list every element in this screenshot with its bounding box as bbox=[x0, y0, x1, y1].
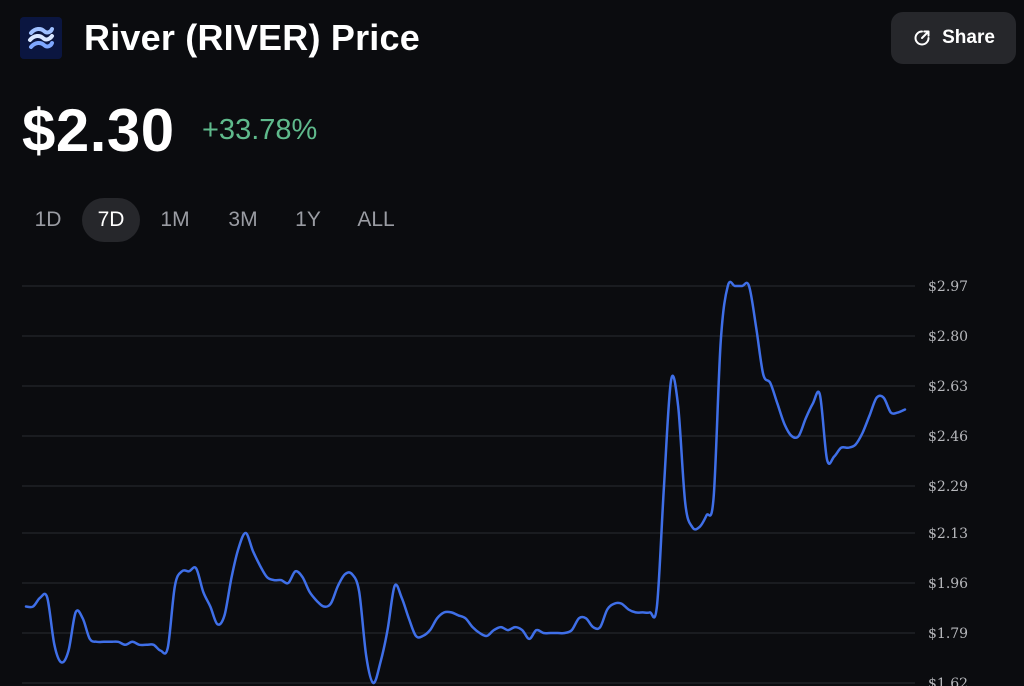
river-logo-icon bbox=[20, 17, 62, 59]
current-price: $2.30 bbox=[22, 97, 175, 164]
tab-7d[interactable]: 7D bbox=[82, 198, 140, 242]
tab-1m[interactable]: 1M bbox=[160, 208, 190, 231]
tab-all[interactable]: ALL bbox=[357, 208, 395, 231]
y-tick-label: $2.97 bbox=[928, 279, 968, 295]
price-line bbox=[24, 280, 907, 685]
tab-1d[interactable]: 1D bbox=[34, 208, 62, 231]
y-tick-label: $1.62 bbox=[928, 676, 968, 686]
y-tick-label: $2.46 bbox=[928, 429, 968, 445]
y-tick-label: $2.29 bbox=[928, 479, 968, 495]
tab-3m[interactable]: 3M bbox=[228, 208, 258, 231]
page-title: River (RIVER) Price bbox=[84, 17, 420, 58]
share-button[interactable]: Share bbox=[891, 12, 1016, 64]
y-axis-ticks: $2.97 $2.80 $2.63 $2.46 $2.29 $2.13 $1.96 $1.79… bbox=[928, 279, 968, 686]
y-tick-label: $2.63 bbox=[928, 379, 968, 395]
price-change: +33.78% bbox=[202, 114, 318, 146]
timeframe-tabs: 1D 7D 1M 3M 1Y ALL bbox=[0, 198, 440, 242]
y-tick-label: $1.79 bbox=[928, 626, 968, 642]
share-icon bbox=[912, 28, 932, 48]
tab-1y[interactable]: 1Y bbox=[295, 208, 321, 231]
y-tick-label: $1.96 bbox=[928, 576, 968, 592]
y-tick-label: $2.80 bbox=[928, 329, 968, 345]
share-label: Share bbox=[942, 27, 995, 48]
y-tick-label: $2.13 bbox=[928, 526, 968, 542]
